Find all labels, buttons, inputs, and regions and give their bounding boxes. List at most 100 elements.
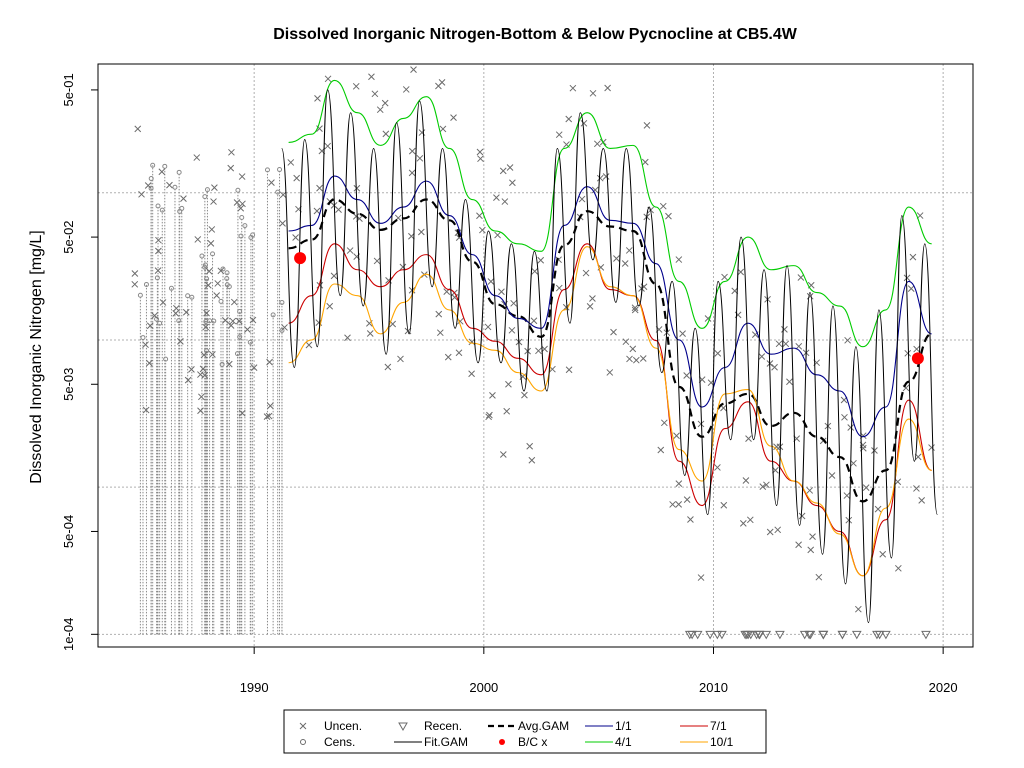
uncensored-point [660, 419, 668, 427]
legend-label: Cens. [324, 735, 355, 749]
uncensored-point [344, 334, 351, 342]
censored-point [218, 298, 224, 304]
series-line-10-1 [288, 246, 932, 577]
uncensored-point [493, 194, 500, 201]
uncensored-point [487, 278, 495, 285]
uncensored-point [221, 316, 229, 324]
uncensored-point [292, 234, 299, 241]
uncensored-point [565, 366, 573, 374]
censored-point [238, 233, 244, 239]
uncensored-point [847, 424, 855, 431]
uncensored-point [739, 520, 747, 527]
uncensored-point [521, 391, 528, 399]
uncensored-point [697, 420, 705, 428]
uncensored-point [909, 253, 917, 261]
uncensored-point [146, 322, 154, 330]
uncensored-point [902, 384, 910, 392]
uncensored-point [806, 292, 814, 300]
legend-box [283, 709, 767, 754]
uncensored-point [352, 82, 360, 90]
censored-point [143, 281, 149, 287]
uncensored-point [569, 84, 577, 92]
bc-point [911, 352, 924, 365]
uncensored-point [250, 364, 258, 371]
uncensored-point [484, 323, 492, 331]
censored-point [219, 361, 225, 367]
recensored-point [818, 630, 829, 640]
uncensored-point [737, 268, 745, 276]
uncensored-point [795, 541, 802, 549]
recensored-point [851, 630, 862, 640]
legend-item: 1/1 [585, 719, 632, 733]
uncensored-point [249, 316, 257, 324]
uncensored-point [675, 480, 683, 487]
uncensored-point [486, 411, 493, 419]
uncensored-point [786, 378, 793, 386]
censored-point [172, 184, 178, 190]
uncensored-point [844, 336, 851, 344]
uncensored-point [508, 326, 516, 334]
uncensored-point [602, 173, 610, 180]
uncensored-point [714, 464, 721, 471]
series-line-4-1 [288, 79, 932, 348]
legend-item: 4/1 [585, 735, 632, 749]
uncensored-point [468, 338, 476, 346]
recensored-point [717, 630, 727, 640]
uncensored-point [806, 487, 814, 494]
censored-point [168, 285, 174, 291]
recensored-point [687, 630, 697, 640]
uncensored-point [815, 573, 823, 581]
uncensored-point [200, 351, 208, 359]
uncensored-point [505, 380, 512, 388]
uncensored-point [775, 340, 783, 348]
uncensored-point [199, 365, 207, 373]
recensored-point [692, 630, 703, 640]
uncensored-point [528, 456, 536, 464]
legend-label: 7/1 [710, 719, 727, 733]
uncensored-point [774, 526, 782, 534]
uncensored-point [657, 446, 665, 454]
uncensored-point [845, 516, 853, 524]
uncensored-point [138, 190, 145, 198]
uncensored-point [373, 257, 381, 265]
recensored-point [761, 630, 772, 640]
legend-item: Uncen. [299, 719, 362, 733]
uncensored-point [589, 89, 597, 97]
uncensored-point [807, 546, 815, 554]
uncensored-point [562, 303, 570, 311]
uncensored-point [265, 412, 273, 420]
raw-observations [131, 66, 935, 640]
uncensored-point [366, 330, 374, 337]
legend-label: Fit.GAM [424, 735, 468, 749]
legend-item: Recen. [398, 719, 462, 733]
uncensored-point [828, 472, 836, 479]
uncensored-point [416, 154, 424, 162]
uncensored-point [714, 350, 722, 357]
censored-point [185, 293, 191, 299]
uncensored-point [417, 228, 425, 236]
uncensored-point [451, 293, 459, 301]
uncensored-point [268, 179, 275, 186]
uncensored-point [874, 505, 882, 513]
uncensored-point [239, 200, 246, 208]
legend-item: Cens. [300, 735, 355, 749]
censored-point [150, 162, 156, 168]
uncensored-point [746, 516, 754, 524]
x-axis-ticks: 1990 2000 2010 2020 [240, 647, 958, 695]
uncensored-point [586, 303, 594, 310]
recensored-point [775, 630, 785, 640]
uncensored-point [850, 459, 857, 467]
censored-point [279, 299, 285, 305]
legend-label: Avg.GAM [518, 719, 569, 733]
uncensored-point [397, 355, 404, 363]
legend-label: 4/1 [615, 735, 632, 749]
uncensored-point [202, 323, 210, 331]
uncensored-point [903, 274, 911, 282]
uncensored-point [314, 95, 321, 102]
uncensored-point [759, 483, 767, 491]
censored-point [224, 270, 230, 276]
uncensored-point [316, 184, 323, 192]
uncensored-point [537, 256, 545, 264]
uncensored-point [509, 179, 516, 187]
